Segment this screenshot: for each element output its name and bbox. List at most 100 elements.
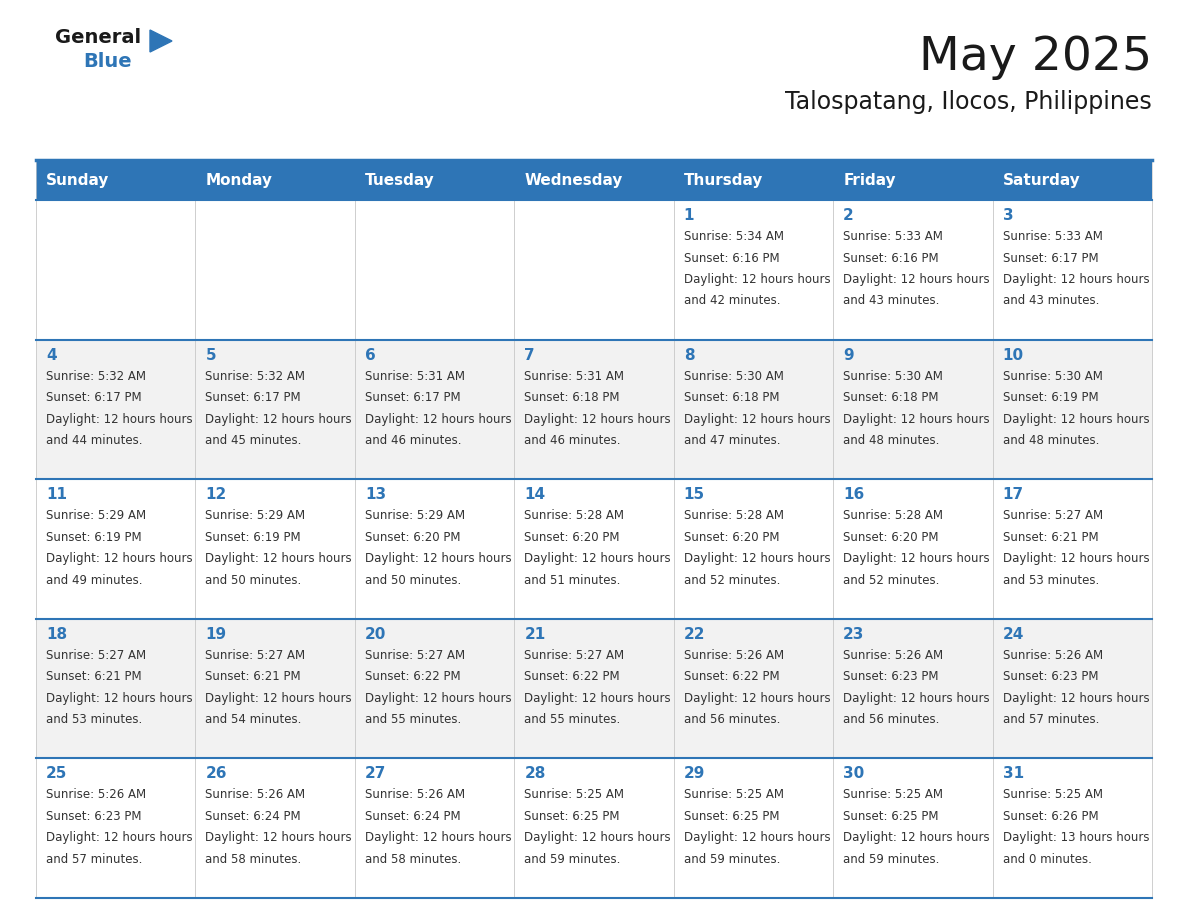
FancyBboxPatch shape: [992, 479, 1152, 619]
Text: Sunset: 6:25 PM: Sunset: 6:25 PM: [524, 810, 620, 823]
FancyBboxPatch shape: [833, 340, 992, 479]
FancyBboxPatch shape: [514, 619, 674, 758]
FancyBboxPatch shape: [355, 758, 514, 898]
Text: Sunrise: 5:27 AM: Sunrise: 5:27 AM: [1003, 509, 1102, 522]
FancyBboxPatch shape: [992, 340, 1152, 479]
Text: Sunrise: 5:26 AM: Sunrise: 5:26 AM: [843, 649, 943, 662]
Text: 19: 19: [206, 627, 227, 642]
FancyBboxPatch shape: [355, 200, 514, 340]
Text: and 0 minutes.: and 0 minutes.: [1003, 853, 1092, 866]
Text: Sunset: 6:20 PM: Sunset: 6:20 PM: [365, 531, 461, 543]
Text: 16: 16: [843, 487, 865, 502]
Text: Sunrise: 5:26 AM: Sunrise: 5:26 AM: [365, 789, 465, 801]
Text: Sunset: 6:16 PM: Sunset: 6:16 PM: [843, 252, 939, 264]
Text: Sunset: 6:18 PM: Sunset: 6:18 PM: [684, 391, 779, 404]
Text: 13: 13: [365, 487, 386, 502]
Text: 4: 4: [46, 348, 57, 363]
Text: 27: 27: [365, 767, 386, 781]
FancyBboxPatch shape: [36, 619, 196, 758]
Text: May 2025: May 2025: [918, 35, 1152, 80]
FancyBboxPatch shape: [355, 160, 514, 200]
Text: Daylight: 12 hours hours: Daylight: 12 hours hours: [684, 692, 830, 705]
FancyBboxPatch shape: [992, 160, 1152, 200]
Text: and 55 minutes.: and 55 minutes.: [524, 713, 620, 726]
Text: Sunrise: 5:27 AM: Sunrise: 5:27 AM: [524, 649, 625, 662]
Text: Sunrise: 5:27 AM: Sunrise: 5:27 AM: [46, 649, 146, 662]
FancyBboxPatch shape: [36, 200, 196, 340]
Text: and 50 minutes.: and 50 minutes.: [206, 574, 302, 587]
Text: Sunset: 6:18 PM: Sunset: 6:18 PM: [843, 391, 939, 404]
FancyBboxPatch shape: [992, 758, 1152, 898]
Text: Daylight: 12 hours hours: Daylight: 12 hours hours: [206, 412, 352, 426]
Text: and 57 minutes.: and 57 minutes.: [46, 853, 143, 866]
FancyBboxPatch shape: [992, 200, 1152, 340]
Text: Thursday: Thursday: [684, 173, 763, 187]
Text: Daylight: 12 hours hours: Daylight: 12 hours hours: [365, 553, 512, 565]
Text: Sunset: 6:20 PM: Sunset: 6:20 PM: [684, 531, 779, 543]
Text: 7: 7: [524, 348, 535, 363]
Text: 21: 21: [524, 627, 545, 642]
FancyBboxPatch shape: [196, 619, 355, 758]
Text: and 42 minutes.: and 42 minutes.: [684, 295, 781, 308]
Text: Sunset: 6:19 PM: Sunset: 6:19 PM: [46, 531, 141, 543]
Text: Sunrise: 5:25 AM: Sunrise: 5:25 AM: [843, 789, 943, 801]
FancyBboxPatch shape: [196, 340, 355, 479]
Text: Daylight: 13 hours hours: Daylight: 13 hours hours: [1003, 832, 1149, 845]
FancyBboxPatch shape: [355, 479, 514, 619]
Text: Sunrise: 5:26 AM: Sunrise: 5:26 AM: [684, 649, 784, 662]
Text: Sunrise: 5:26 AM: Sunrise: 5:26 AM: [46, 789, 146, 801]
Text: 24: 24: [1003, 627, 1024, 642]
Text: Sunset: 6:21 PM: Sunset: 6:21 PM: [1003, 531, 1098, 543]
Text: Sunrise: 5:29 AM: Sunrise: 5:29 AM: [206, 509, 305, 522]
Text: Sunrise: 5:28 AM: Sunrise: 5:28 AM: [843, 509, 943, 522]
Text: Sunrise: 5:33 AM: Sunrise: 5:33 AM: [843, 230, 943, 243]
Text: 14: 14: [524, 487, 545, 502]
Text: Daylight: 12 hours hours: Daylight: 12 hours hours: [524, 412, 671, 426]
Text: and 58 minutes.: and 58 minutes.: [365, 853, 461, 866]
Text: Daylight: 12 hours hours: Daylight: 12 hours hours: [843, 273, 990, 286]
Text: Sunrise: 5:34 AM: Sunrise: 5:34 AM: [684, 230, 784, 243]
Text: Sunset: 6:21 PM: Sunset: 6:21 PM: [46, 670, 141, 683]
Text: Sunset: 6:17 PM: Sunset: 6:17 PM: [46, 391, 141, 404]
Text: and 43 minutes.: and 43 minutes.: [1003, 295, 1099, 308]
Text: Sunset: 6:23 PM: Sunset: 6:23 PM: [1003, 670, 1098, 683]
Text: Sunset: 6:23 PM: Sunset: 6:23 PM: [843, 670, 939, 683]
Text: and 59 minutes.: and 59 minutes.: [843, 853, 940, 866]
Text: Sunrise: 5:28 AM: Sunrise: 5:28 AM: [684, 509, 784, 522]
Text: and 54 minutes.: and 54 minutes.: [206, 713, 302, 726]
Text: 31: 31: [1003, 767, 1024, 781]
Text: Daylight: 12 hours hours: Daylight: 12 hours hours: [684, 273, 830, 286]
FancyBboxPatch shape: [514, 200, 674, 340]
Text: Daylight: 12 hours hours: Daylight: 12 hours hours: [46, 832, 192, 845]
FancyBboxPatch shape: [36, 758, 196, 898]
Text: Daylight: 12 hours hours: Daylight: 12 hours hours: [365, 832, 512, 845]
Text: Daylight: 12 hours hours: Daylight: 12 hours hours: [684, 412, 830, 426]
FancyBboxPatch shape: [992, 619, 1152, 758]
Text: Daylight: 12 hours hours: Daylight: 12 hours hours: [206, 832, 352, 845]
Text: Daylight: 12 hours hours: Daylight: 12 hours hours: [206, 553, 352, 565]
Text: and 56 minutes.: and 56 minutes.: [843, 713, 940, 726]
Text: 22: 22: [684, 627, 706, 642]
FancyBboxPatch shape: [196, 200, 355, 340]
Polygon shape: [150, 30, 172, 52]
Text: Sunrise: 5:28 AM: Sunrise: 5:28 AM: [524, 509, 624, 522]
Text: and 45 minutes.: and 45 minutes.: [206, 434, 302, 447]
Text: and 46 minutes.: and 46 minutes.: [524, 434, 621, 447]
Text: Sunset: 6:20 PM: Sunset: 6:20 PM: [524, 531, 620, 543]
Text: and 56 minutes.: and 56 minutes.: [684, 713, 781, 726]
Text: 15: 15: [684, 487, 704, 502]
FancyBboxPatch shape: [833, 479, 992, 619]
Text: Sunset: 6:26 PM: Sunset: 6:26 PM: [1003, 810, 1098, 823]
FancyBboxPatch shape: [355, 340, 514, 479]
Text: 10: 10: [1003, 348, 1024, 363]
Text: Sunset: 6:24 PM: Sunset: 6:24 PM: [365, 810, 461, 823]
Text: Friday: Friday: [843, 173, 896, 187]
Text: 5: 5: [206, 348, 216, 363]
Text: Sunrise: 5:31 AM: Sunrise: 5:31 AM: [365, 370, 465, 383]
Text: Sunrise: 5:26 AM: Sunrise: 5:26 AM: [1003, 649, 1102, 662]
Text: and 46 minutes.: and 46 minutes.: [365, 434, 461, 447]
Text: Daylight: 12 hours hours: Daylight: 12 hours hours: [524, 553, 671, 565]
Text: and 58 minutes.: and 58 minutes.: [206, 853, 302, 866]
Text: Wednesday: Wednesday: [524, 173, 623, 187]
FancyBboxPatch shape: [833, 160, 992, 200]
